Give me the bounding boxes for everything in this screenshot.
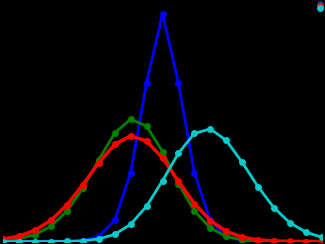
Legend: , , , : , , ,	[319, 3, 321, 8]
